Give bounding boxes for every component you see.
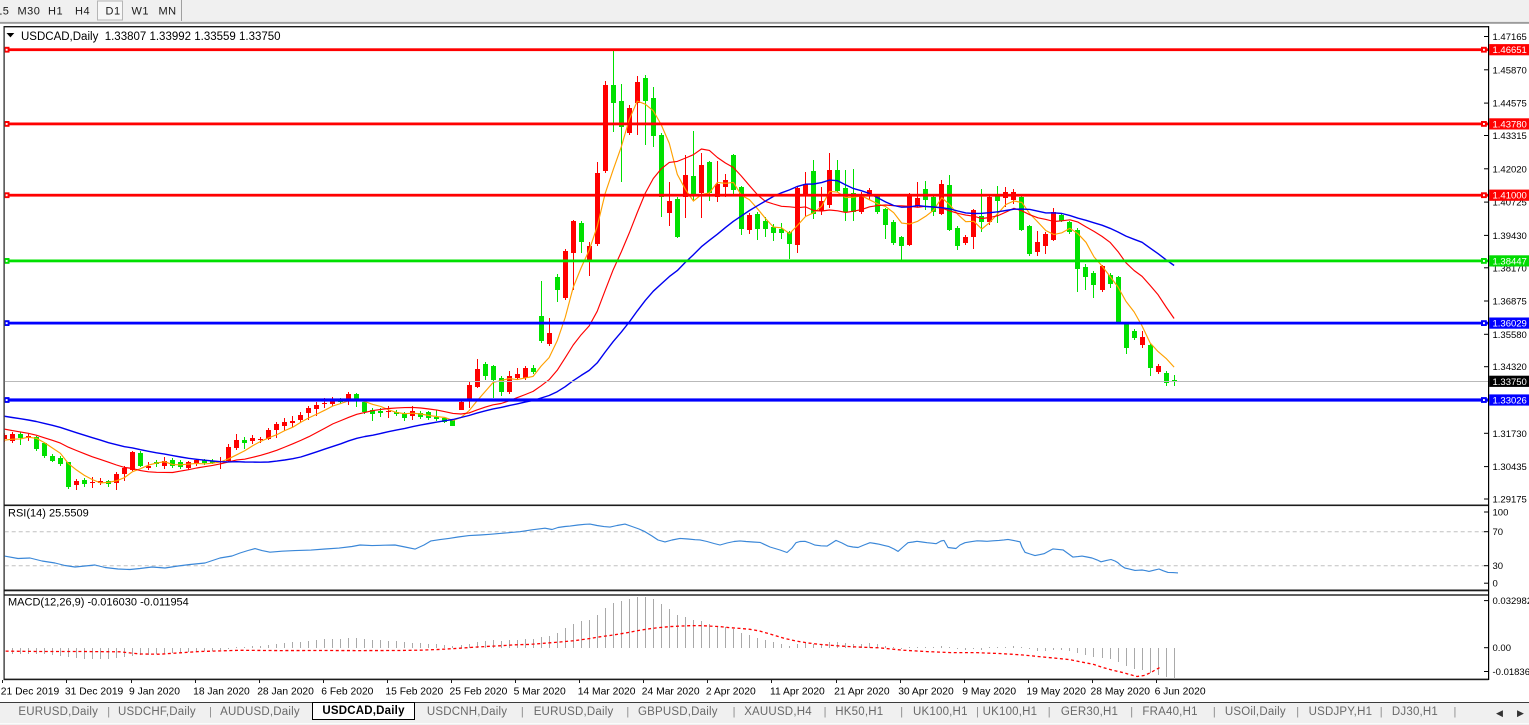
svg-text:1.29175: 1.29175 <box>1493 495 1527 506</box>
svg-text:1.36029: 1.36029 <box>1493 319 1527 330</box>
svg-text:9 Jan 2020: 9 Jan 2020 <box>129 687 180 698</box>
svg-text:M30: M30 <box>18 6 41 18</box>
svg-text:1.40725: 1.40725 <box>1493 198 1527 209</box>
svg-text:W1: W1 <box>132 6 150 18</box>
svg-text:1.42020: 1.42020 <box>1493 164 1527 175</box>
svg-text:25 Feb 2020: 25 Feb 2020 <box>450 687 508 698</box>
svg-text:11 Apr 2020: 11 Apr 2020 <box>770 687 825 698</box>
svg-text:1.30435: 1.30435 <box>1493 462 1527 473</box>
svg-text:M15: M15 <box>0 6 9 18</box>
svg-text:30 Apr 2020: 30 Apr 2020 <box>898 687 954 698</box>
svg-text:6 Feb 2020: 6 Feb 2020 <box>321 687 373 698</box>
svg-text:H1: H1 <box>48 6 63 18</box>
svg-text:H4: H4 <box>75 6 90 18</box>
svg-text:1.43780: 1.43780 <box>1493 119 1527 130</box>
svg-text:1.45870: 1.45870 <box>1493 65 1527 76</box>
svg-text:USDCAD,Daily 1.33807 1.33992: USDCAD,Daily 1.33807 1.33992 1.33559 1.3… <box>21 31 281 43</box>
svg-text:0: 0 <box>1493 579 1498 590</box>
svg-text:0.032982: 0.032982 <box>1493 596 1529 607</box>
svg-text:21 Dec 2019: 21 Dec 2019 <box>1 687 60 698</box>
svg-text:RSI(14) 25.5509: RSI(14) 25.5509 <box>8 508 89 520</box>
svg-text:0.00: 0.00 <box>1493 643 1512 654</box>
svg-text:2 Apr 2020: 2 Apr 2020 <box>706 687 756 698</box>
svg-text:100: 100 <box>1493 508 1509 519</box>
svg-text:28 Jan 2020: 28 Jan 2020 <box>257 687 314 698</box>
svg-text:31 Dec 2019: 31 Dec 2019 <box>65 687 124 698</box>
svg-text:1.31730: 1.31730 <box>1493 429 1527 440</box>
svg-text:5 Mar 2020: 5 Mar 2020 <box>514 687 566 698</box>
svg-text:1.36875: 1.36875 <box>1493 297 1527 308</box>
svg-text:MN: MN <box>159 6 177 18</box>
svg-text:70: 70 <box>1493 527 1504 538</box>
svg-text:24 Mar 2020: 24 Mar 2020 <box>642 687 700 698</box>
svg-text:1.38170: 1.38170 <box>1493 263 1527 274</box>
svg-text:28 May 2020: 28 May 2020 <box>1091 687 1151 698</box>
svg-text:19 May 2020: 19 May 2020 <box>1026 687 1086 698</box>
svg-text:6 Jun 2020: 6 Jun 2020 <box>1155 687 1206 698</box>
svg-text:9 May 2020: 9 May 2020 <box>962 687 1016 698</box>
svg-text:30: 30 <box>1493 561 1504 572</box>
svg-text:1.33026: 1.33026 <box>1493 396 1527 407</box>
svg-text:1.35580: 1.35580 <box>1493 330 1527 341</box>
svg-text:1.38447: 1.38447 <box>1493 256 1527 267</box>
svg-text:14 Mar 2020: 14 Mar 2020 <box>578 687 636 698</box>
svg-text:1.47165: 1.47165 <box>1493 32 1527 43</box>
svg-text:MACD(12,26,9) -0.016030 -0.011: MACD(12,26,9) -0.016030 -0.011954 <box>8 597 189 609</box>
svg-text:1.33750: 1.33750 <box>1493 377 1527 388</box>
svg-text:1.34320: 1.34320 <box>1493 362 1527 373</box>
svg-text:15 Feb 2020: 15 Feb 2020 <box>385 687 443 698</box>
svg-text:1.44575: 1.44575 <box>1493 99 1527 110</box>
svg-text:D1: D1 <box>106 6 121 18</box>
svg-text:21 Apr 2020: 21 Apr 2020 <box>834 687 890 698</box>
svg-text:1.39430: 1.39430 <box>1493 231 1527 242</box>
svg-text:-0.01836: -0.01836 <box>1493 667 1529 678</box>
svg-text:1.46651: 1.46651 <box>1493 45 1527 56</box>
svg-text:18 Jan 2020: 18 Jan 2020 <box>193 687 250 698</box>
svg-text:1.41000: 1.41000 <box>1493 191 1527 202</box>
svg-text:1.43315: 1.43315 <box>1493 131 1527 142</box>
